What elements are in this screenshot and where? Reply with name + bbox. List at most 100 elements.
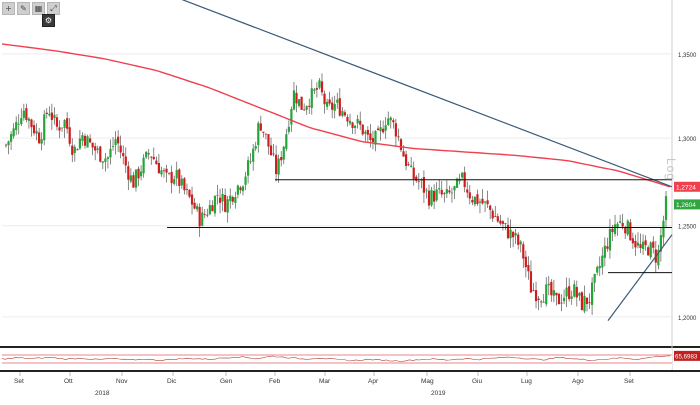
candle-up <box>565 287 568 297</box>
candle-up <box>453 186 456 191</box>
candle-down <box>88 138 92 143</box>
candle-up <box>313 89 316 91</box>
candle-down <box>512 231 515 238</box>
candle-up <box>246 160 250 176</box>
candle-down <box>560 302 563 304</box>
candle-down <box>394 123 397 137</box>
candle-up <box>356 119 359 124</box>
candle-down <box>392 120 395 123</box>
candle-up <box>12 128 15 137</box>
x-month-label: Nov <box>116 378 128 385</box>
candle-down <box>303 109 306 111</box>
candle-down <box>433 190 436 202</box>
settings-icon[interactable]: ⚙ <box>42 14 55 27</box>
candle-up <box>101 161 104 163</box>
candle-down <box>206 214 209 216</box>
candle-down <box>155 160 158 165</box>
candle-down <box>38 132 41 144</box>
candle-up <box>455 178 459 188</box>
candle-down <box>382 128 385 133</box>
candle-up <box>435 189 438 201</box>
candle-down <box>366 129 369 135</box>
candle-down <box>499 220 502 224</box>
plus-icon[interactable]: + <box>2 2 15 15</box>
candle-up <box>591 282 594 305</box>
candle-up <box>40 139 43 144</box>
y-tick-label: 1,2000 <box>678 316 697 322</box>
candle-up <box>35 131 38 134</box>
candle-down <box>527 264 530 272</box>
candle-down <box>331 102 334 110</box>
candle-down <box>269 145 273 156</box>
candle-up <box>48 113 51 116</box>
candle-up <box>175 169 178 179</box>
candle-up <box>142 157 145 174</box>
candles-group <box>4 73 668 315</box>
candle-down <box>351 122 354 128</box>
candle-up <box>578 292 581 296</box>
candle-down <box>529 271 533 293</box>
candle-down <box>94 146 97 151</box>
candle-down <box>117 136 120 144</box>
candle-down <box>585 297 589 305</box>
candle-up <box>389 117 392 121</box>
x-month-label: Giu <box>472 378 483 385</box>
candle-up <box>43 114 46 141</box>
candle-up <box>514 233 517 236</box>
candle-up <box>78 138 81 149</box>
candle-down <box>239 187 242 191</box>
candle-up <box>608 228 612 251</box>
candle-down <box>532 290 535 291</box>
candle-down <box>211 205 214 212</box>
candle-up <box>7 141 10 146</box>
axis-separator <box>0 370 700 372</box>
candle-down <box>323 93 326 105</box>
x-month-label: Mar <box>319 378 331 385</box>
candle-down <box>157 163 160 174</box>
candle-down <box>183 178 186 191</box>
candle-down <box>122 153 125 157</box>
candle-down <box>412 167 415 179</box>
candle-down <box>66 118 69 129</box>
candle-up <box>196 206 199 210</box>
candle-up <box>104 158 107 163</box>
candle-down <box>165 168 168 173</box>
candle-down <box>624 227 627 234</box>
candle-up <box>109 148 112 158</box>
x-month-label: Apr <box>368 378 379 385</box>
candle-up <box>570 296 573 299</box>
x-month-label: Lug <box>521 378 532 385</box>
x-month-label: Set <box>14 378 24 385</box>
candle-down <box>417 181 420 183</box>
candle-up <box>593 273 596 283</box>
candle-up <box>86 136 89 148</box>
pencil-icon[interactable]: ✎ <box>17 2 30 15</box>
candle-up <box>336 99 339 103</box>
candle-down <box>343 112 347 116</box>
candle-down <box>338 98 341 116</box>
candle-up <box>318 80 321 88</box>
candle-up <box>664 196 668 221</box>
grid-icon[interactable]: ▦ <box>32 2 45 15</box>
candle-up <box>160 170 163 175</box>
candle-up <box>257 123 260 146</box>
x-month-label: Gen <box>220 378 233 385</box>
candle-down <box>203 214 206 216</box>
candle-down <box>481 198 484 204</box>
candle-down <box>198 206 201 227</box>
candle-down <box>557 293 561 305</box>
candle-down <box>91 142 94 148</box>
candle-down <box>359 120 362 125</box>
candle-down <box>621 222 624 227</box>
candle-up <box>252 148 255 162</box>
candle-up <box>325 101 329 107</box>
candle-up <box>583 295 586 312</box>
x-year-label: 2019 <box>431 390 446 397</box>
candle-up <box>229 195 232 202</box>
candle-down <box>580 292 584 310</box>
candle-down <box>568 286 571 300</box>
candle-up <box>17 123 20 125</box>
candle-down <box>634 240 637 248</box>
